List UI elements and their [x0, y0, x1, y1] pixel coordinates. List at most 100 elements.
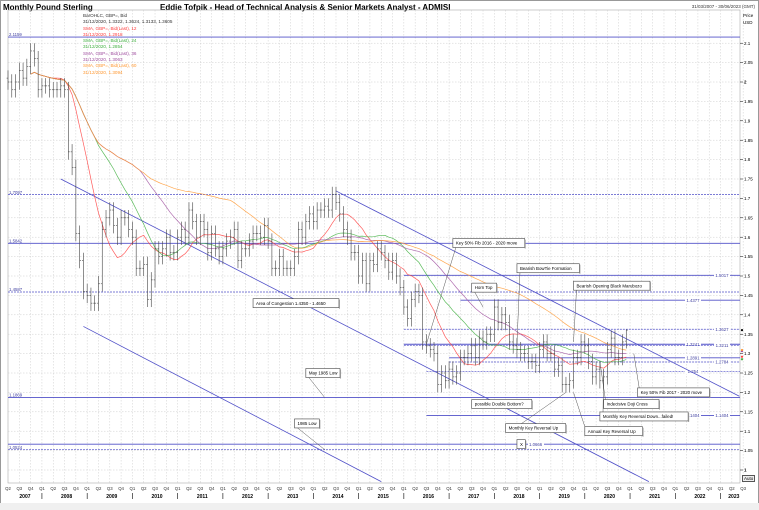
annotation-box [603, 399, 660, 409]
annotation-leader [426, 247, 457, 344]
sma-24-line [30, 71, 627, 363]
annotation-text: possible Double Bottom? [475, 402, 524, 407]
x-tick-year: 2021 [649, 494, 660, 500]
level-label-bg [685, 368, 701, 374]
chart-subtitle: Eddie Tofpik - Head of Technical Analysi… [160, 3, 451, 12]
x-tick-quarter: Q4 [254, 486, 260, 491]
x-tick-quarter: Q4 [299, 486, 305, 491]
sma-12-line [30, 71, 627, 369]
annotation-leader [573, 290, 577, 342]
sma-value-marker [740, 358, 744, 361]
level-label-bg [714, 272, 730, 278]
level-label-bg [714, 342, 730, 348]
annotation-shadow [525, 440, 527, 450]
legend-sma36-label: SMA, GBP=, Bid(Last), 36 [83, 50, 137, 56]
annotation-shadow [524, 239, 526, 249]
x-tick-quarter: Q3 [424, 486, 430, 491]
x-tick-quarter: Q2 [458, 486, 464, 491]
x-tick-quarter: Q2 [186, 486, 192, 491]
x-tick-year: 2020 [604, 494, 615, 500]
annotation-text: May 1985 Low [309, 371, 338, 376]
x-tick-quarter: Q2 [141, 486, 147, 491]
legend-bar-label: BarOHLC, GBP=, Bid [83, 13, 128, 18]
sma-value-marker [740, 355, 744, 358]
x-tick-quarter: Q2 [277, 486, 283, 491]
x-tick-quarter: Q4 [480, 486, 486, 491]
level-label: 1.4587 [9, 287, 23, 292]
annotation-text: X [520, 442, 523, 447]
y-tick-label: 1.35 [744, 332, 753, 337]
y-tick-label: 1.55 [744, 254, 753, 259]
annotation-leader [516, 272, 521, 344]
x-tick-quarter: Q4 [435, 486, 441, 491]
level-label-bg [685, 413, 701, 419]
annotation-shadow [709, 388, 711, 398]
level-label: 2.1159 [9, 32, 22, 37]
x-tick-quarter: Q1 [537, 486, 543, 491]
annotation-text: Monthly Key Reversal Down...failed! [603, 414, 674, 419]
x-tick-quarter: Q2 [593, 486, 599, 491]
x-tick-quarter: Q4 [390, 486, 396, 491]
legend-sma12-value: 31/12/2020, 1.2918 [83, 31, 123, 37]
x-tick-quarter: Q1 [311, 486, 317, 491]
annotation-text: Bearish BowTie Formation [520, 266, 572, 271]
x-tick-quarter: Q2 [729, 486, 735, 491]
x-tick-quarter: Q1 [130, 486, 136, 491]
x-tick-quarter: Q2 [412, 486, 418, 491]
plot-area [7, 9, 741, 484]
level-label-bg [528, 441, 544, 447]
level-label: 1.1869 [9, 393, 23, 398]
x-tick-year: 2017 [468, 494, 479, 500]
trendline [83, 326, 382, 482]
level-label: 1.7097 [9, 190, 23, 195]
x-tick-quarter: Q1 [39, 486, 45, 491]
x-tick-quarter: Q3 [288, 486, 294, 491]
x-tick-quarter: Q4 [118, 486, 124, 491]
trendline [60, 178, 650, 482]
level-label-bg [714, 413, 730, 419]
y-tick-label: 1.85 [744, 138, 753, 143]
legend-sma60-value: 31/12/2020, 1.3094 [83, 69, 123, 75]
x-tick-quarter: Q1 [718, 486, 724, 491]
x-tick-quarter: Q3 [16, 486, 22, 491]
auto-scale-button[interactable]: Auto [742, 475, 756, 482]
annotation-leader [474, 292, 484, 308]
x-tick-quarter: Q2 [322, 486, 328, 491]
y-tick-label: 1.8 [744, 157, 751, 162]
level-label-bg [714, 359, 730, 365]
x-tick-quarter: Q1 [401, 486, 407, 491]
y-tick-label: 1.6 [744, 235, 751, 240]
y-tick-label: 1 [744, 468, 747, 473]
x-tick-quarter: Q1 [582, 486, 588, 491]
annotation-shadow [688, 412, 690, 422]
legend-sma24-label: SMA, GBP=, Bid(Last), 24 [83, 38, 137, 44]
x-tick-quarter: Q2 [96, 486, 102, 491]
y-tick-label: 1.65 [744, 215, 753, 220]
level-label: 1.1404 [715, 413, 729, 418]
annotation-box [471, 282, 497, 293]
legend-sma60-label: SMA, GBP=, Bid(Last), 60 [83, 63, 137, 69]
annotation-shadow [642, 427, 644, 437]
x-tick-quarter: Q1 [220, 486, 226, 491]
x-tick-year: 2023 [728, 494, 739, 500]
x-tick-quarter: Q3 [559, 486, 565, 491]
annotation-shadow [531, 400, 533, 410]
annotation-shadow [496, 284, 498, 294]
x-tick-quarter: Q3 [197, 486, 203, 491]
x-tick-year: 2019 [559, 494, 570, 500]
annotation-shadow [579, 264, 581, 274]
level-label: 1.0666 [529, 442, 543, 447]
y-tick-label: 2.05 [744, 60, 753, 65]
x-tick-quarter: Q3 [378, 486, 384, 491]
x-tick-quarter: Q1 [175, 486, 181, 491]
annotation-leader [308, 377, 325, 398]
last-price-marker [740, 329, 744, 332]
x-tick-quarter: Q1 [84, 486, 90, 491]
x-tick-quarter: Q3 [333, 486, 339, 491]
level-label: 1.0524 [9, 445, 23, 450]
x-tick-year: 2011 [197, 494, 208, 500]
annotation-text: Indecisive Doji Cross [607, 402, 649, 407]
level-label: 1.1404 [686, 413, 700, 418]
